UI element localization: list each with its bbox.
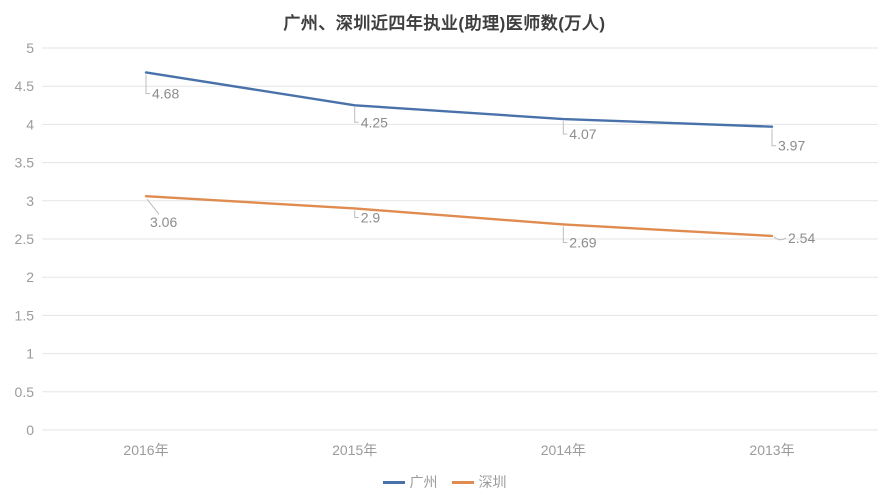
svg-text:1: 1 xyxy=(26,346,34,362)
legend-item-guangzhou: 广州 xyxy=(382,472,438,492)
svg-text:0.5: 0.5 xyxy=(15,384,35,400)
svg-text:2.5: 2.5 xyxy=(15,231,35,247)
svg-text:3.5: 3.5 xyxy=(15,155,35,171)
chart-title: 广州、深圳近四年执业(助理)医师数(万人) xyxy=(283,14,606,33)
legend-label: 广州 xyxy=(409,474,438,490)
svg-text:2014年: 2014年 xyxy=(541,442,586,458)
legend-item-shenzhen: 深圳 xyxy=(451,472,507,492)
svg-text:2: 2 xyxy=(26,269,34,285)
svg-text:2015年: 2015年 xyxy=(332,442,377,458)
svg-text:4.68: 4.68 xyxy=(152,85,179,101)
svg-text:4: 4 xyxy=(26,116,34,132)
chart-legend: 广州 深圳 xyxy=(0,472,889,492)
svg-text:4.07: 4.07 xyxy=(569,126,596,142)
svg-text:0: 0 xyxy=(26,422,34,438)
svg-text:5: 5 xyxy=(26,40,34,56)
svg-text:1.5: 1.5 xyxy=(15,307,35,323)
svg-text:4.25: 4.25 xyxy=(361,114,388,130)
svg-text:2.54: 2.54 xyxy=(788,230,815,246)
svg-text:3.97: 3.97 xyxy=(778,138,805,154)
svg-text:2013年: 2013年 xyxy=(749,442,794,458)
line-chart: 0 0.5 1 1.5 2 2.5 3 3.5 4 4.5 5 2016年 2015年 2014年 2013… xyxy=(15,40,878,458)
line-swatch-icon xyxy=(382,480,405,484)
legend-label: 深圳 xyxy=(478,474,507,490)
svg-text:4.5: 4.5 xyxy=(15,78,35,94)
svg-text:2016年: 2016年 xyxy=(123,442,168,458)
svg-text:3.06: 3.06 xyxy=(150,214,177,230)
svg-text:2.9: 2.9 xyxy=(361,209,381,225)
svg-text:3: 3 xyxy=(26,193,34,209)
line-swatch-icon xyxy=(451,480,474,484)
svg-text:2.69: 2.69 xyxy=(569,234,596,250)
